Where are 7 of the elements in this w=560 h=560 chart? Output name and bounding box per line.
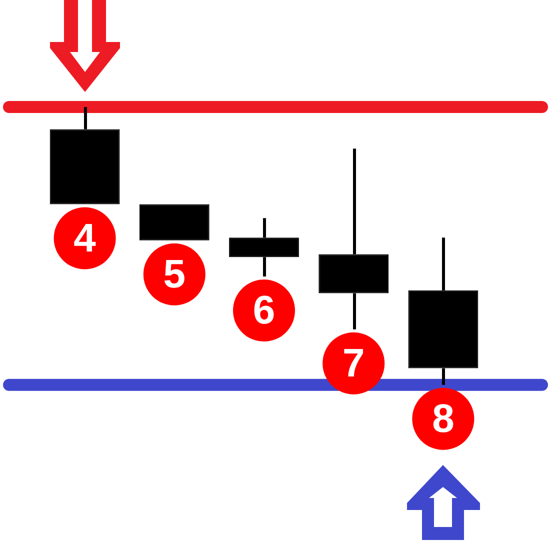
x-tick-label: 8 xyxy=(432,396,454,441)
x-tick-label: 6 xyxy=(252,288,276,333)
candlestick xyxy=(50,107,120,204)
x-tick-label: 7 xyxy=(342,341,365,386)
x-tick-label: 5 xyxy=(163,252,186,296)
x-tick-label: 4 xyxy=(74,216,97,260)
candlestick xyxy=(139,204,210,240)
